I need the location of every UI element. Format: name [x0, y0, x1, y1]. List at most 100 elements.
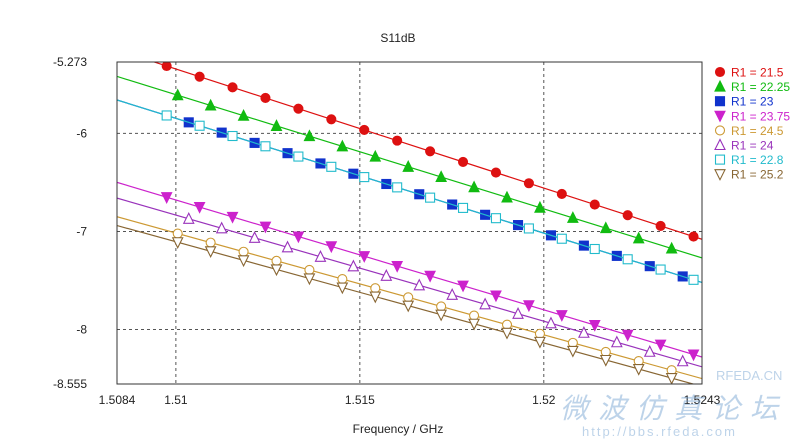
data-point — [205, 237, 216, 248]
data-point — [468, 180, 480, 193]
data-point — [204, 246, 217, 259]
data-point — [610, 335, 623, 348]
data-point — [193, 201, 206, 214]
legend-entry: R1 = 23.75 — [731, 109, 790, 123]
data-point — [622, 210, 633, 221]
data-point — [501, 327, 513, 340]
data-point — [270, 119, 283, 131]
data-point — [523, 223, 534, 234]
data-point — [347, 259, 360, 272]
y-tick-label: -7 — [76, 224, 87, 238]
data-point — [359, 124, 370, 136]
data-point — [204, 98, 217, 111]
legend-entry: R1 = 24.5 — [731, 124, 784, 138]
data-point — [545, 316, 557, 329]
data-point — [403, 292, 414, 303]
y-tick-label: -5.273 — [53, 55, 87, 69]
data-point — [436, 301, 447, 312]
series-7 — [117, 224, 696, 384]
legend-entry: R1 = 23 — [731, 95, 774, 109]
legend-marker — [714, 169, 726, 181]
data-point — [654, 339, 667, 352]
data-point — [392, 182, 403, 193]
data-point — [391, 260, 404, 273]
series-6 — [117, 99, 702, 285]
x-tick-label: 1.5243 — [684, 393, 721, 407]
data-point — [655, 264, 666, 275]
data-point — [171, 237, 184, 249]
data-point — [227, 130, 238, 142]
data-point — [172, 228, 183, 239]
legend-marker — [714, 110, 726, 123]
data-point — [293, 103, 304, 114]
data-point — [566, 345, 579, 358]
data-point — [271, 255, 282, 266]
data-point — [589, 243, 600, 255]
series-3 — [117, 181, 702, 362]
data-point — [380, 269, 393, 281]
data-point — [512, 307, 524, 319]
data-point — [215, 221, 228, 234]
data-point — [425, 146, 436, 157]
plot-frame — [116, 61, 703, 385]
legend-entry: R1 = 24 — [731, 139, 774, 153]
data-point — [599, 354, 612, 367]
y-tick-label: -8 — [76, 323, 87, 337]
data-point — [293, 151, 304, 162]
data-point — [578, 326, 590, 338]
data-point — [665, 373, 678, 384]
series-4 — [117, 216, 702, 380]
data-point — [687, 349, 700, 362]
data-point — [359, 172, 370, 183]
series-0 — [152, 62, 702, 242]
data-point — [248, 231, 261, 243]
data-point — [457, 202, 469, 213]
data-point — [237, 255, 250, 268]
data-point — [589, 199, 600, 210]
x-tick-label: 1.52 — [532, 393, 556, 407]
data-point — [370, 283, 381, 294]
x-tick-label: 1.5084 — [99, 393, 136, 407]
data-point — [161, 110, 172, 121]
data-point — [457, 156, 469, 167]
data-point — [292, 231, 305, 244]
data-point — [566, 211, 579, 223]
watermark: RFEDA.CN 微波仿真论坛 http://bbs.rfeda.com — [560, 368, 782, 439]
data-point — [358, 251, 371, 263]
data-point — [621, 329, 634, 342]
data-point — [281, 240, 294, 253]
legend-marker — [714, 96, 726, 107]
series-5 — [117, 197, 702, 368]
legend-entry: R1 = 22.25 — [731, 80, 790, 94]
legend-marker — [714, 125, 726, 136]
data-point — [425, 192, 436, 203]
data-point — [655, 220, 666, 231]
data-point — [424, 270, 436, 283]
data-point — [556, 188, 567, 199]
watermark-url: http://bbs.rfeda.com — [582, 424, 737, 439]
data-point — [435, 309, 448, 322]
data-point — [413, 278, 426, 291]
data-point — [622, 254, 633, 265]
data-point — [688, 274, 699, 285]
data-point — [303, 273, 316, 286]
data-point — [270, 264, 283, 277]
data-point — [336, 139, 349, 152]
data-point — [194, 120, 205, 131]
data-point — [643, 345, 656, 357]
data-point — [238, 246, 249, 257]
legend-entry: R1 = 22.8 — [731, 153, 784, 167]
y-tick-label: -8.555 — [53, 377, 87, 391]
data-point — [182, 212, 195, 224]
data-point — [490, 213, 502, 224]
data-point — [260, 141, 271, 152]
data-point — [599, 221, 612, 234]
data-point — [556, 233, 567, 244]
data-point — [161, 62, 172, 72]
data-point — [688, 231, 699, 242]
data-point — [369, 291, 382, 304]
data-point — [227, 82, 238, 93]
